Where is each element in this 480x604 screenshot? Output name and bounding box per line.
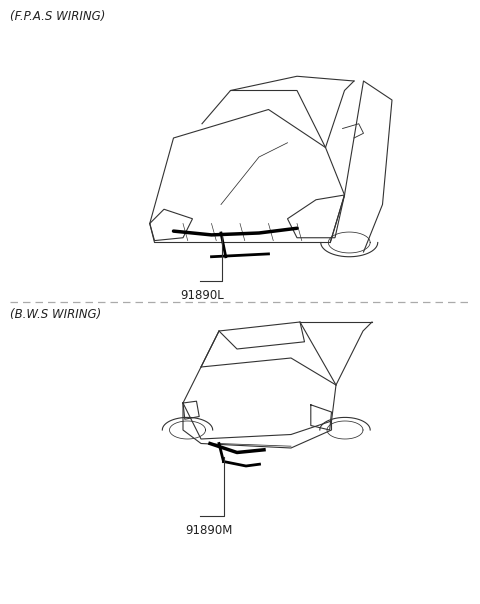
- Text: (B.W.S WIRING): (B.W.S WIRING): [10, 308, 101, 321]
- Text: (F.P.A.S WIRING): (F.P.A.S WIRING): [10, 10, 106, 23]
- Text: 91890L: 91890L: [180, 289, 224, 302]
- Text: 91890M: 91890M: [185, 524, 232, 537]
